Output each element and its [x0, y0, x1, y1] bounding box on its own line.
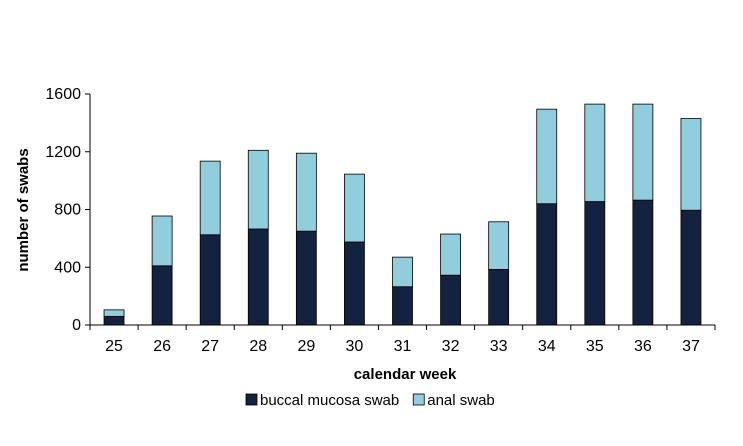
x-tick-label: 26 [153, 338, 171, 355]
bar-segment-buccal-week-33 [488, 269, 510, 326]
bar-segment-buccal-week-35 [584, 201, 606, 326]
bar-segment-anal-week-32 [440, 233, 461, 276]
bar-segment-buccal-week-30 [344, 241, 365, 326]
bar-segment-anal-week-29 [295, 152, 317, 232]
x-tick-label: 33 [490, 338, 508, 355]
x-tick-label: 29 [297, 338, 315, 355]
legend-label: anal swab [427, 392, 495, 409]
x-ticks: 25 26 27 28 29 30 31 32 33 34 35 36 37 [89, 325, 716, 355]
x-tick-label: 27 [201, 338, 219, 355]
x-tick-label: 34 [538, 338, 556, 355]
bar-segment-anal-week-36 [632, 103, 654, 201]
bar-segment-anal-week-35 [584, 103, 606, 202]
y-ticks: 0 400 800 1200 1600 [45, 86, 90, 334]
legend-swatch [412, 393, 425, 406]
bar-segment-buccal-week-26 [151, 265, 173, 326]
legend: buccal mucosa swab anal swab [245, 392, 495, 409]
bar-segment-anal-week-26 [151, 215, 173, 267]
legend-label: buccal mucosa swab [260, 392, 399, 409]
bar-segment-anal-week-34 [536, 108, 558, 205]
x-tick-label: 28 [249, 338, 267, 355]
x-tick-label: 35 [586, 338, 604, 355]
x-tick-label: 32 [442, 338, 460, 355]
bar-segment-anal-week-37 [680, 118, 702, 211]
x-tick-label: 37 [682, 338, 700, 355]
bar-segment-buccal-week-32 [440, 274, 461, 326]
bar-segment-anal-week-28 [247, 149, 269, 230]
x-tick-label: 30 [346, 338, 364, 355]
x-tick-label: 31 [394, 338, 412, 355]
bar-segment-buccal-week-34 [536, 203, 558, 326]
bars-layer [103, 103, 702, 326]
bar-segment-buccal-week-36 [632, 199, 654, 326]
bar-segment-buccal-week-37 [680, 209, 702, 326]
y-tick-label: 400 [54, 259, 81, 276]
x-axis-title: calendar week [354, 366, 457, 383]
bar-segment-anal-week-31 [392, 256, 413, 288]
x-tick-label: 25 [105, 338, 123, 355]
y-tick-label: 800 [54, 202, 81, 219]
y-tick-label: 1600 [45, 86, 81, 103]
y-tick-label: 0 [72, 317, 81, 334]
y-axis-title: number of swabs [15, 148, 32, 271]
bar-segment-anal-week-33 [488, 221, 510, 270]
bar-segment-buccal-week-29 [295, 230, 317, 326]
bar-segment-buccal-week-27 [199, 234, 221, 326]
bar-segment-buccal-week-31 [392, 286, 413, 326]
bar-segment-buccal-week-28 [247, 228, 269, 326]
y-tick-label: 1200 [45, 144, 81, 161]
bar-segment-anal-week-25 [103, 309, 125, 317]
bar-segment-anal-week-27 [199, 160, 221, 236]
x-tick-label: 36 [634, 338, 652, 355]
bar-segment-anal-week-30 [344, 173, 365, 243]
bar-segment-buccal-week-25 [103, 315, 125, 326]
legend-swatch [245, 393, 258, 406]
